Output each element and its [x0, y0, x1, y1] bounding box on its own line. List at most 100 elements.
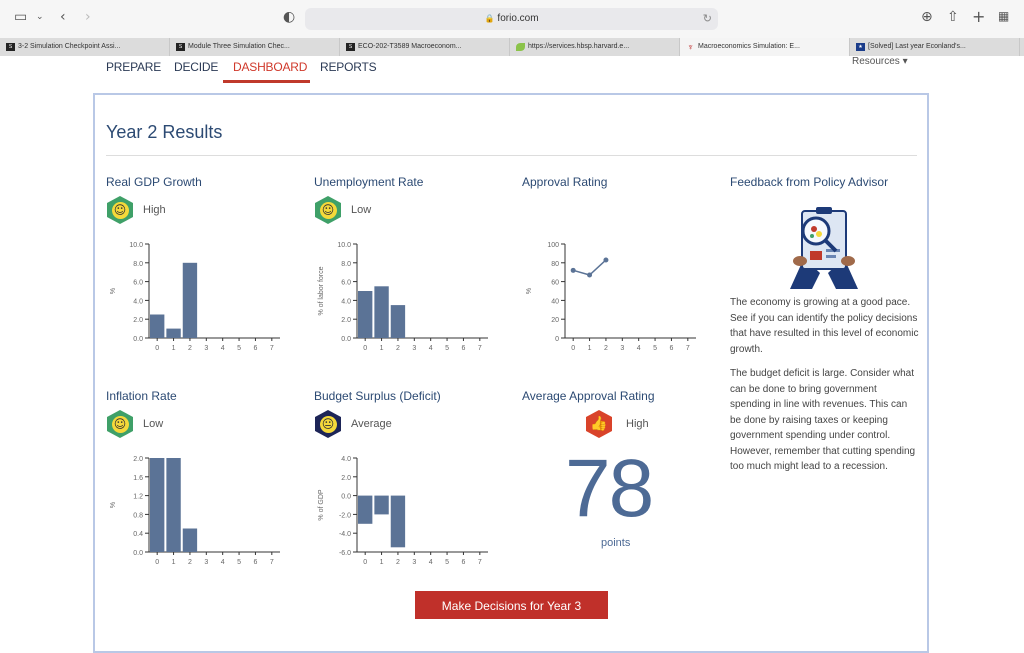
bar: [150, 314, 165, 338]
x-tick-label: 3: [412, 559, 416, 566]
x-tick-label: 3: [412, 345, 416, 352]
tab-module-three[interactable]: S Module Three Simulation Chec...: [170, 38, 340, 56]
tab-overview-icon[interactable]: ▦: [998, 9, 1010, 23]
avg-approval-unit: points: [601, 537, 631, 549]
forward-icon[interactable]: ›: [85, 9, 91, 25]
y-tick-label: 0.0: [133, 336, 143, 343]
tab-hbsp[interactable]: https://services.hbsp.harvard.e...: [510, 38, 680, 56]
x-tick-label: 4: [429, 559, 433, 566]
hex-badge: ☺: [107, 196, 133, 224]
snhu-favicon-icon: S: [346, 43, 355, 51]
nav-dashboard[interactable]: DASHBOARD: [233, 60, 308, 74]
chevron-down-icon[interactable]: ⌄: [36, 12, 44, 22]
x-tick-label: 5: [653, 345, 657, 352]
y-tick-label: 4.0: [341, 456, 351, 463]
y-axis-label: %: [110, 502, 117, 508]
x-tick-label: 6: [253, 345, 257, 352]
budget-label: Budget Surplus (Deficit): [314, 389, 441, 403]
y-tick-label: 1.6: [133, 475, 143, 482]
x-tick-label: 4: [221, 345, 225, 352]
nav-reports[interactable]: REPORTS: [320, 60, 377, 74]
hex-badge: ☺: [315, 196, 341, 224]
nav-prepare[interactable]: PREPARE: [106, 60, 162, 74]
nav-decide[interactable]: DECIDE: [174, 60, 219, 74]
x-tick-label: 2: [396, 345, 400, 352]
feedback-label: Feedback from Policy Advisor: [730, 175, 889, 189]
feedback-paragraph-1: The economy is growing at a good pace. S…: [730, 297, 919, 355]
x-tick-label: 1: [172, 559, 176, 566]
tab-eco-202[interactable]: S ECO-202-T3589 Macroeconom...: [340, 38, 510, 56]
y-tick-label: 2.0: [133, 456, 143, 463]
active-tab-indicator: [223, 80, 310, 83]
y-axis-label: %: [110, 288, 117, 294]
y-tick-label: 0.0: [341, 494, 351, 501]
y-tick-label: 0.0: [133, 550, 143, 557]
reload-icon[interactable]: ↻: [702, 12, 712, 25]
x-tick-label: 0: [571, 345, 575, 352]
x-tick-label: 7: [478, 345, 482, 352]
x-tick-label: 6: [669, 345, 673, 352]
y-axis-label: % of labor force: [318, 266, 325, 315]
y-tick-label: 10.0: [337, 242, 351, 249]
tab-solved[interactable]: ★ [Solved] Last year Econland's...: [850, 38, 1020, 56]
star-favicon-icon: ★: [856, 43, 865, 51]
hex-badge: 👍: [586, 410, 612, 438]
data-point: [570, 267, 576, 273]
x-tick-label: 3: [620, 345, 624, 352]
y-tick-label: 10.0: [129, 242, 143, 249]
y-tick-label: -6.0: [339, 550, 351, 557]
y-tick-label: 8.0: [133, 261, 143, 268]
x-tick-label: 2: [188, 559, 192, 566]
unemployment-chart: 0.0 2.0 4.0 6.0 8.0 10.0 0 1 2 3 4 5 6 7 % of labor fo…: [318, 242, 488, 352]
sidebar-icon[interactable]: ▭: [14, 9, 28, 25]
y-tick-label: 0.0: [341, 336, 351, 343]
share-icon[interactable]: ⇧: [947, 9, 959, 25]
gdp-label: Real GDP Growth: [106, 175, 202, 189]
hbs-favicon-icon: ♆: [687, 42, 694, 52]
x-tick-label: 3: [204, 345, 208, 352]
snhu-favicon-icon: S: [6, 43, 15, 51]
back-icon[interactable]: ‹: [60, 9, 66, 25]
x-tick-label: 6: [461, 345, 465, 352]
x-tick-label: 6: [461, 559, 465, 566]
x-tick-label: 3: [204, 559, 208, 566]
bar: [358, 495, 373, 524]
x-tick-label: 1: [380, 345, 384, 352]
policy-advisor-illustration: [790, 207, 858, 289]
inflation-status: ☺ Low: [107, 410, 163, 438]
make-decisions-button[interactable]: Make Decisions for Year 3: [415, 591, 608, 619]
x-tick-label: 4: [429, 345, 433, 352]
x-tick-label: 2: [188, 345, 192, 352]
shield-icon[interactable]: ◐: [283, 9, 296, 25]
bar: [150, 458, 165, 552]
app-nav: PREPARE DECIDE DASHBOARD REPORTS Resourc…: [0, 56, 1024, 86]
bar: [374, 286, 389, 338]
avg-approval-label: Average Approval Rating: [522, 389, 655, 403]
x-tick-label: 5: [237, 345, 241, 352]
inflation-chart: 0.0 0.4 0.8 1.2 1.6 2.0 0 1 2 3 4 5 6 7%: [110, 456, 280, 566]
unemployment-status: ☺ Low: [315, 196, 371, 224]
y-tick-label: -4.0: [339, 531, 351, 538]
tab-macro-sim[interactable]: ♆ Macroeconomics Simulation: E...: [680, 38, 850, 56]
y-tick-label: 2.0: [341, 475, 351, 482]
download-icon[interactable]: ⊕: [921, 9, 933, 25]
y-tick-label: 100: [547, 242, 559, 249]
smiley-icon: ☺: [319, 201, 337, 219]
bar: [182, 262, 198, 338]
y-tick-label: 2.0: [133, 317, 143, 324]
x-tick-label: 1: [588, 345, 592, 352]
x-tick-label: 2: [604, 345, 608, 352]
leaf-favicon-icon: [516, 43, 525, 51]
neutral-face-icon: 😐: [319, 415, 337, 433]
resources-menu[interactable]: Resources ▾: [852, 56, 908, 67]
gdp-status: ☺ High: [107, 196, 166, 224]
inflation-label: Inflation Rate: [106, 389, 177, 403]
avg-approval-value: 78: [565, 443, 654, 534]
tab-snhu-checkpoint[interactable]: S 3-2 Simulation Checkpoint Assi...: [0, 38, 170, 56]
new-tab-icon[interactable]: +: [972, 7, 986, 26]
url-bar[interactable]: 🔒 forio.com ↻: [305, 8, 718, 30]
snhu-favicon-icon: S: [176, 43, 185, 51]
x-tick-label: 1: [380, 559, 384, 566]
smiley-icon: ☺: [111, 415, 129, 433]
y-tick-label: 6.0: [341, 280, 351, 287]
